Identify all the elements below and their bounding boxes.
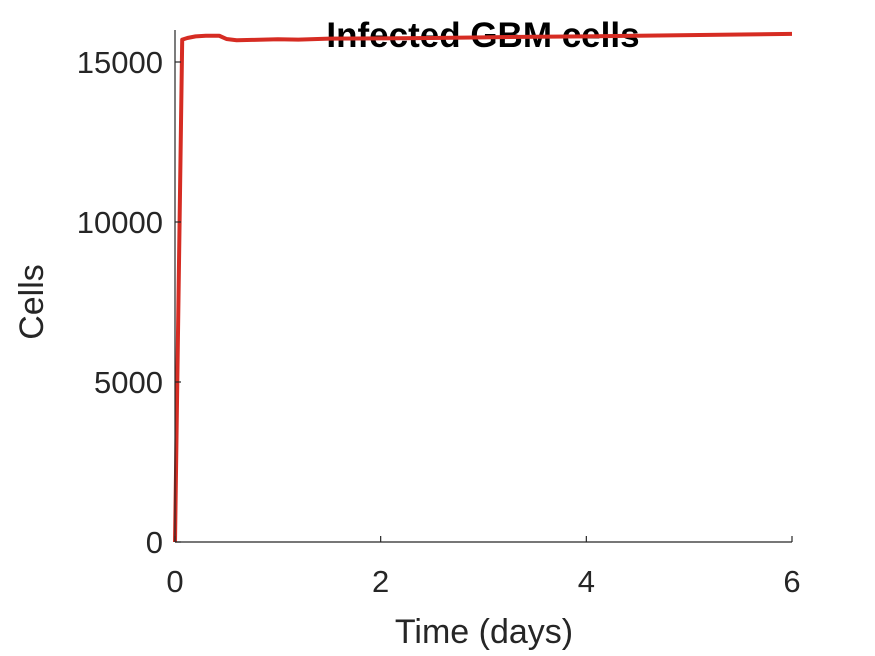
y-axis-ticks: 0 5000 10000 15000 [77,45,181,560]
x-axis-ticks: 0 2 4 6 [166,536,801,599]
series-line [173,31,793,543]
x-tick-label: 4 [578,564,595,599]
x-tick-label: 2 [372,564,389,599]
y-tick-label: 15000 [77,45,163,80]
y-tick-label: 0 [146,525,163,560]
y-tick-label: 10000 [77,205,163,240]
x-tick-label: 6 [783,564,800,599]
plot-area [173,31,793,543]
x-axis-label: Time (days) [395,613,573,651]
y-tick-label: 5000 [94,365,163,400]
y-axis-label: Cells [13,264,51,340]
x-tick-label: 0 [166,564,183,599]
